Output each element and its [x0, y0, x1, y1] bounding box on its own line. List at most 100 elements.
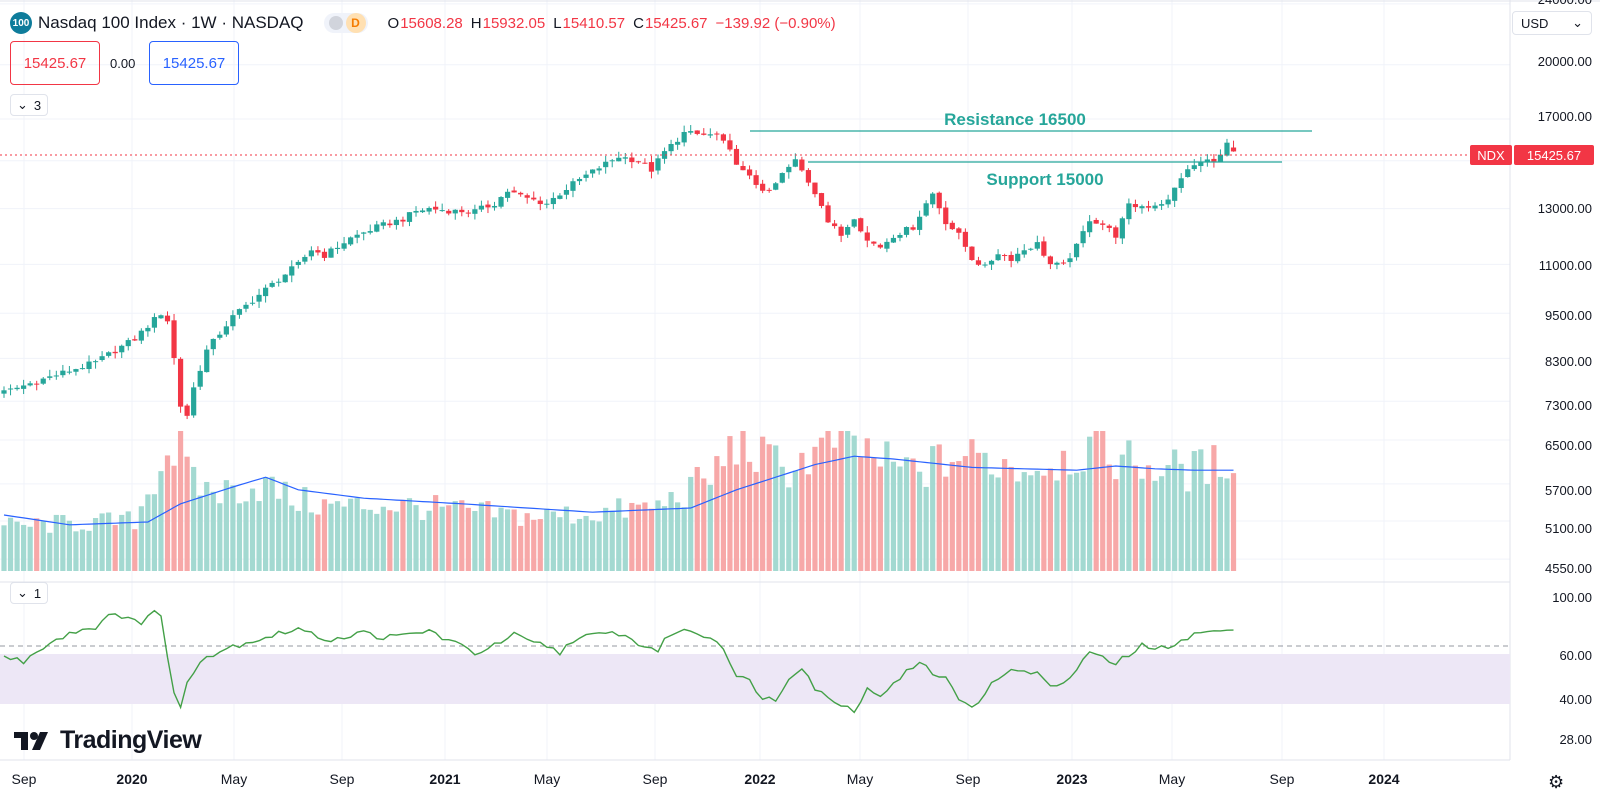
open-value: 15608.28: [400, 14, 463, 32]
time-tick-label: May: [1159, 771, 1185, 787]
volume-bar: [491, 517, 498, 571]
price-tick-label: 5700.00: [1545, 483, 1592, 498]
candle-body: [1217, 154, 1224, 162]
rsi-tick-label: 28.00: [1559, 732, 1592, 747]
volume-bar: [1106, 464, 1112, 571]
main-indicators-toggle[interactable]: ⌄ 3: [10, 94, 49, 116]
close-value: 15425.67: [644, 14, 708, 32]
candle-body: [27, 383, 33, 386]
candle-body: [256, 294, 262, 302]
volume-bar: [563, 506, 570, 571]
volume-bar: [531, 519, 537, 571]
volume-bar: [949, 462, 955, 571]
volume-bar: [1015, 481, 1021, 571]
candle-body: [871, 241, 877, 244]
volume-bar: [236, 503, 243, 571]
volume-bar: [34, 518, 40, 571]
volume-bar: [583, 515, 589, 571]
market-status[interactable]: D: [323, 13, 368, 33]
volume-bar: [570, 523, 576, 571]
candle-body: [289, 266, 295, 276]
candle-body: [1178, 178, 1184, 189]
symbol-title[interactable]: Nasdaq 100 Index · 1W · NASDAQ: [38, 13, 304, 32]
rsi-indicators-toggle[interactable]: ⌄ 1: [10, 582, 49, 604]
buy-button[interactable]: 15425.67: [149, 41, 239, 85]
candle-body: [668, 144, 674, 152]
tradingview-mark-icon: [14, 731, 48, 750]
candle-body: [66, 371, 72, 373]
time-tick-label: May: [847, 771, 873, 787]
candle-body: [518, 192, 524, 195]
volume-bar: [858, 456, 864, 571]
volume-bar: [596, 521, 602, 571]
volume-bar: [1100, 431, 1106, 571]
candle-body: [805, 170, 812, 183]
volume-bar: [478, 502, 485, 571]
volume-bar: [1139, 478, 1145, 571]
volume-bar: [1217, 476, 1224, 571]
volume-bar: [1185, 491, 1191, 571]
volume-bar: [871, 457, 877, 571]
volume-bar: [969, 439, 975, 571]
candle-body: [1060, 262, 1067, 264]
volume-bar: [910, 458, 916, 571]
volume-bar: [485, 501, 491, 571]
candle-body: [956, 228, 962, 233]
candle-body: [1191, 165, 1197, 170]
settings-gear-icon[interactable]: ⚙: [1548, 772, 1565, 792]
candle-body: [675, 141, 681, 145]
volume-bar: [655, 500, 661, 571]
volume-bar: [119, 514, 125, 571]
candle-body: [707, 134, 713, 136]
volume-bar: [1230, 473, 1237, 571]
volume-bar: [465, 507, 471, 571]
candle-body: [106, 352, 112, 356]
candle-body: [995, 254, 1001, 261]
volume-bar: [1021, 472, 1027, 571]
candle-body: [132, 339, 138, 341]
currency-select[interactable]: USD ⌄: [1512, 11, 1592, 35]
high-value: 15932.05: [482, 14, 546, 32]
time-tick-label: Sep: [12, 771, 37, 787]
tradingview-wordmark: TradingView: [60, 726, 202, 754]
candle-body: [655, 158, 661, 171]
volume-bar: [230, 485, 236, 571]
candle-body: [86, 361, 92, 369]
volume-bar: [1172, 449, 1178, 571]
volume-bar: [518, 525, 524, 571]
volume-bar: [982, 452, 988, 571]
volume-bar: [269, 476, 275, 571]
tradingview-logo[interactable]: TradingView: [14, 726, 202, 755]
volume-bar: [498, 507, 504, 571]
candle-body: [962, 231, 968, 247]
volume-bar: [446, 505, 452, 571]
candle-body: [485, 204, 491, 208]
candle-body: [99, 356, 105, 361]
rsi-band: [0, 654, 1510, 704]
candle-body: [688, 131, 694, 133]
price-tick-label: 8300.00: [1545, 354, 1592, 369]
volume-bar: [1145, 465, 1152, 571]
volume-bar: [1126, 440, 1132, 571]
candle-body: [472, 209, 478, 214]
candle-body: [831, 223, 838, 227]
volume-bar: [433, 495, 439, 571]
candle-body: [249, 302, 256, 304]
candle-body: [681, 131, 687, 143]
candle-body: [1067, 258, 1073, 263]
candle-body: [570, 181, 576, 191]
candle-body: [596, 168, 602, 171]
sell-button[interactable]: 15425.67: [10, 41, 100, 85]
candle-body: [282, 274, 288, 283]
candle-body: [720, 134, 726, 141]
candle-body: [138, 330, 144, 341]
candle-body: [910, 227, 916, 230]
volume-bar: [380, 506, 386, 571]
volume-bar: [452, 501, 458, 571]
price-tick-label: 24000.00: [1538, 0, 1592, 7]
candle-body: [387, 223, 393, 226]
symbol-tag-label: NDX: [1477, 148, 1505, 163]
volume-bar: [295, 510, 301, 571]
volume-bar: [576, 518, 583, 571]
